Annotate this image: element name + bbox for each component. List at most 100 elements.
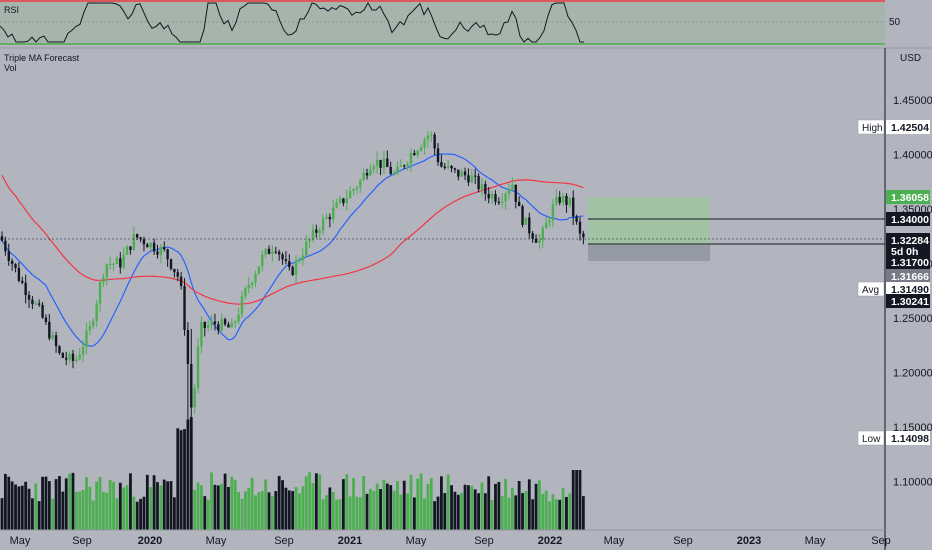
marker-label: High <box>862 123 883 134</box>
volume-bar <box>115 498 119 530</box>
ma-fast-line <box>1 153 584 347</box>
price-tick-label: 1.10000 <box>893 477 932 489</box>
volume-bar <box>429 478 433 530</box>
volume-bar <box>17 486 21 530</box>
volume-bar <box>544 490 548 530</box>
volume-bar <box>467 485 470 530</box>
candle-body <box>321 218 325 231</box>
price-marker-value: 1.14098 <box>891 433 929 445</box>
volume-bar <box>538 480 541 530</box>
candle-body <box>419 147 423 151</box>
volume-bar <box>34 483 38 530</box>
volume-bar <box>132 496 136 530</box>
candle-body <box>305 241 308 256</box>
volume-bar <box>37 501 41 530</box>
volume-bar <box>301 486 305 530</box>
candle-body <box>261 254 264 267</box>
volume-bar <box>156 482 159 530</box>
volume-bar <box>294 487 298 530</box>
volume-bar <box>561 488 565 530</box>
candle-body <box>474 175 477 177</box>
candle-body <box>409 153 413 164</box>
candle-body <box>517 201 521 207</box>
candle-body <box>440 162 443 167</box>
indicator-label: Triple MA Forecast <box>4 53 80 63</box>
volume-bar <box>463 484 467 530</box>
volume-bar <box>41 476 44 530</box>
candle-body <box>497 201 501 204</box>
volume-bar <box>531 499 535 530</box>
candle-body <box>54 335 58 347</box>
price-marker-value: 1.30241 <box>891 296 929 308</box>
volume-bar <box>487 476 491 530</box>
volume-bar <box>524 491 528 530</box>
volume-bar <box>44 476 48 530</box>
volume-bar <box>0 498 4 530</box>
volume-bar <box>31 498 34 530</box>
marker-label-box <box>857 281 885 297</box>
candle-body <box>183 285 186 330</box>
marker-label: Low <box>862 434 881 445</box>
volume-bar <box>419 473 423 530</box>
volume-bar <box>7 476 11 530</box>
time-axis-label: May <box>206 535 227 547</box>
volume-bar <box>548 501 551 530</box>
candle-body <box>430 134 433 136</box>
candle-body <box>375 159 379 167</box>
candle-body <box>264 248 267 255</box>
volume-bar <box>3 473 7 530</box>
grid <box>0 99 885 482</box>
volume-bar <box>64 478 68 530</box>
volume-bar <box>396 481 399 530</box>
candle-body <box>68 353 71 360</box>
forecast-profit-zone <box>588 197 710 245</box>
candle-body <box>477 175 480 190</box>
candle-body <box>582 233 585 238</box>
candle-body <box>494 194 497 202</box>
candle-body <box>206 325 210 328</box>
volume-bar <box>436 496 440 530</box>
volume-bar <box>291 491 295 530</box>
candle-body <box>223 319 227 325</box>
candle-body <box>416 150 419 156</box>
price-marker-value: 1.34000 <box>891 214 929 226</box>
candle-body <box>149 242 152 248</box>
volume-bar <box>365 493 369 530</box>
price-axis[interactable]: 1.450001.400001.350001.300001.250001.200… <box>857 95 932 489</box>
candle-body <box>17 268 21 281</box>
volume-bar <box>311 483 315 530</box>
candle-body <box>41 304 44 318</box>
price-marker-value: 1.31666 <box>891 271 929 283</box>
candle-body <box>234 321 237 323</box>
price-marker-box <box>886 282 930 296</box>
price-tick-label: 1.25000 <box>893 313 932 325</box>
volume-bar <box>129 473 132 530</box>
volume-bar <box>260 491 264 530</box>
candle-body <box>0 236 4 241</box>
candle-body <box>413 153 416 156</box>
candle-body <box>288 261 291 268</box>
time-axis-label: 2020 <box>138 535 162 547</box>
candle-body <box>115 258 119 264</box>
candle-body <box>173 268 176 273</box>
time-axis[interactable]: May Sep 2020 May Sep 2021 May Sep 2022 May Sep 2023… <box>10 535 891 547</box>
volume-bar <box>358 497 362 530</box>
candle-body <box>122 254 125 268</box>
volume-bar <box>578 470 582 530</box>
candle-body <box>27 294 31 300</box>
candle-body <box>85 330 88 347</box>
candle-body <box>294 260 298 275</box>
candle-body <box>372 166 375 170</box>
candle-body <box>355 187 359 190</box>
candle-body <box>190 363 193 408</box>
volume-bar <box>74 491 78 530</box>
candle-body <box>98 282 102 304</box>
volume-bar <box>385 483 389 530</box>
volume-bar <box>372 490 376 530</box>
candle-body <box>555 196 558 205</box>
candle-body <box>21 280 24 283</box>
candle-body <box>163 247 166 250</box>
candle-body <box>504 193 507 202</box>
volume-bar <box>284 487 288 530</box>
